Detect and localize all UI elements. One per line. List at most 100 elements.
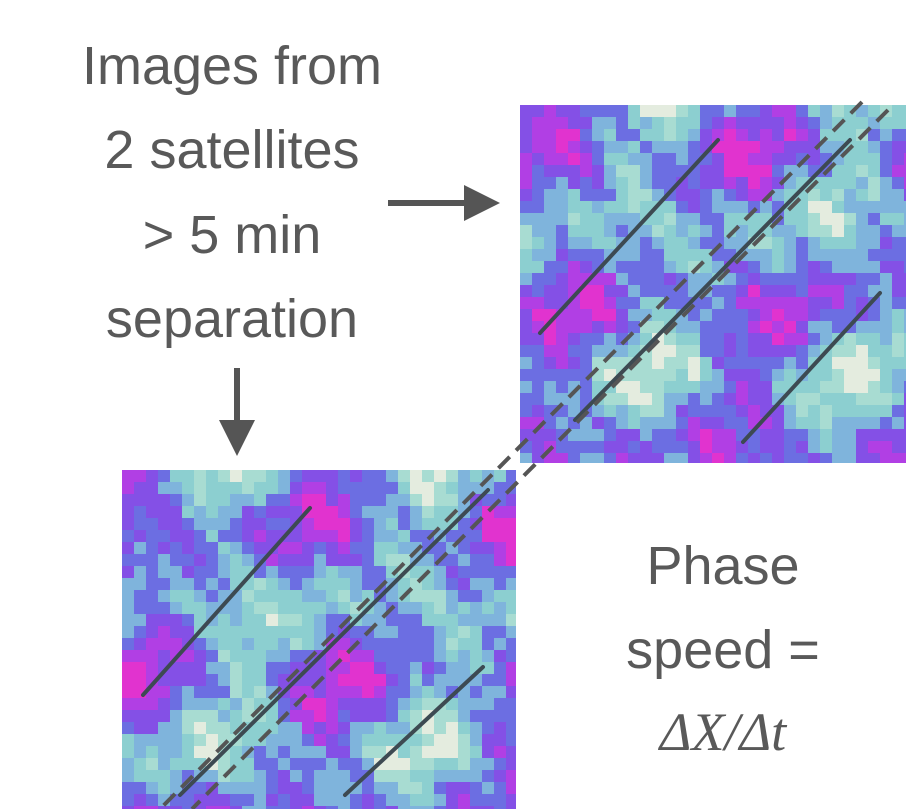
pixel: [772, 153, 784, 165]
pixel: [458, 470, 470, 482]
pixel: [122, 590, 134, 602]
pixel: [350, 758, 362, 770]
pixel: [688, 273, 700, 285]
pixel: [374, 494, 386, 506]
pixel: [506, 782, 516, 794]
pixel: [194, 674, 206, 686]
pixel: [494, 554, 506, 566]
pixel: [796, 273, 808, 285]
pixel: [398, 494, 410, 506]
pixel: [158, 566, 170, 578]
pixel: [736, 393, 748, 405]
pixel: [494, 650, 506, 662]
pixel: [784, 273, 796, 285]
pixel: [146, 722, 158, 734]
pixel: [506, 602, 516, 614]
pixel: [880, 285, 892, 297]
pixel: [134, 470, 146, 482]
pixel: [616, 285, 628, 297]
pixel: [434, 470, 446, 482]
pixel: [146, 590, 158, 602]
pixel: [880, 453, 892, 463]
pixel: [326, 470, 338, 482]
pixel: [556, 117, 568, 129]
pixel: [748, 297, 760, 309]
pixel: [568, 117, 580, 129]
pixel: [302, 590, 314, 602]
pixel: [314, 746, 326, 758]
pixel: [458, 542, 470, 554]
pixel: [458, 566, 470, 578]
pixel: [784, 357, 796, 369]
pixel: [760, 381, 772, 393]
pixel: [856, 441, 868, 453]
pixel: [494, 590, 506, 602]
pixel: [760, 105, 772, 117]
pixel: [350, 506, 362, 518]
pixel: [434, 686, 446, 698]
pixel: [700, 105, 712, 117]
pixel: [230, 626, 242, 638]
pixel: [314, 482, 326, 494]
pixel: [520, 273, 532, 285]
pixel: [218, 722, 230, 734]
pixel: [410, 674, 422, 686]
pixel: [338, 698, 350, 710]
pixel: [266, 650, 278, 662]
pixel: [832, 381, 844, 393]
pixel: [712, 213, 724, 225]
pixel: [628, 189, 640, 201]
pixel: [772, 321, 784, 333]
pixel: [544, 357, 556, 369]
pixel: [122, 794, 134, 806]
pixel: [820, 297, 832, 309]
pixel: [664, 273, 676, 285]
pixel: [532, 357, 544, 369]
pixel: [604, 117, 616, 129]
pixel: [302, 698, 314, 710]
pixel: [832, 393, 844, 405]
pixel: [712, 453, 724, 463]
pixel: [676, 249, 688, 261]
pixel: [856, 117, 868, 129]
pixel: [482, 746, 494, 758]
pixel: [422, 578, 434, 590]
pixel: [808, 429, 820, 441]
pixel: [544, 285, 556, 297]
pixel: [832, 369, 844, 381]
pixel: [640, 153, 652, 165]
pixel: [398, 794, 410, 806]
pixel: [326, 794, 338, 806]
pixel: [386, 686, 398, 698]
pixel: [194, 494, 206, 506]
pixel: [326, 614, 338, 626]
pixel: [302, 794, 314, 806]
pixel: [724, 345, 736, 357]
pixel: [808, 381, 820, 393]
pixel: [446, 722, 458, 734]
pixel: [326, 698, 338, 710]
pixel: [892, 381, 904, 393]
pixel: [892, 261, 904, 273]
pixel: [796, 249, 808, 261]
pixel: [230, 638, 242, 650]
pixel: [604, 429, 616, 441]
pixel: [374, 722, 386, 734]
pixel: [170, 602, 182, 614]
pixel: [784, 261, 796, 273]
pixel: [640, 453, 652, 463]
pixel: [856, 405, 868, 417]
pixel: [748, 381, 760, 393]
pixel: [242, 482, 254, 494]
pixel: [808, 213, 820, 225]
pixel: [134, 518, 146, 530]
pixel: [520, 225, 532, 237]
pixel: [640, 141, 652, 153]
pixel: [482, 722, 494, 734]
pixel: [856, 177, 868, 189]
pixel: [350, 650, 362, 662]
pixel: [242, 770, 254, 782]
pixel: [170, 470, 182, 482]
pixel: [434, 674, 446, 686]
pixel: [398, 662, 410, 674]
